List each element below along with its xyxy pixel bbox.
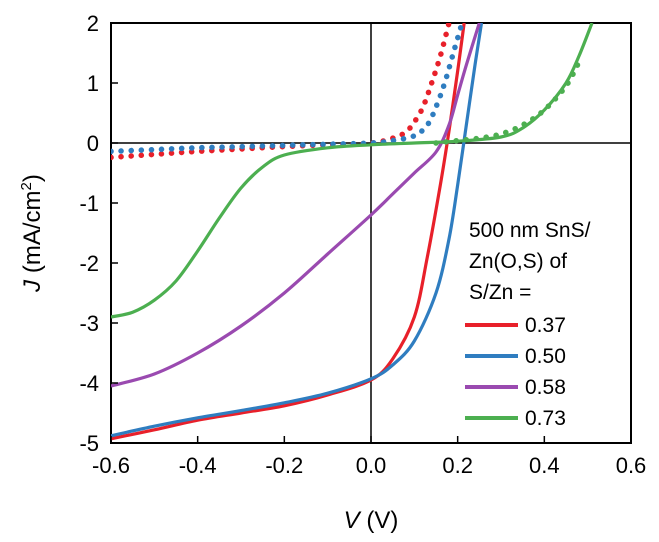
y-axis-title-unit: (mA/cm xyxy=(19,191,46,280)
x-axis-title: V (V) xyxy=(344,507,399,534)
legend-title-line-1: 500 nm SnS/ xyxy=(469,219,591,242)
y-tick-label: -5 xyxy=(79,431,99,456)
y-axis-title-superscript: 2 xyxy=(18,182,35,190)
x-tick-label: 0.0 xyxy=(356,453,387,478)
dark-curve-0.50 xyxy=(111,23,465,155)
plot-area: -0.6 -0.4 -0.2 0.0 0.2 0.4 0.6 -5 -4 -3 -2 -1 0 1 2 xyxy=(79,11,646,478)
x-tick-label: 0.4 xyxy=(529,453,560,478)
legend-label: 0.37 xyxy=(525,314,566,337)
y-tick-label: 0 xyxy=(87,131,99,156)
legend-label: 0.50 xyxy=(525,345,566,368)
y-tick-label: -4 xyxy=(79,371,99,396)
legend-label: 0.73 xyxy=(525,407,566,430)
y-tick-label: 1 xyxy=(87,71,99,96)
y-axis-title: J (mA/cm2) xyxy=(18,174,46,293)
legend-title-line-3: S/Zn = xyxy=(469,281,531,304)
tick-layer: -0.6 -0.4 -0.2 0.0 0.2 0.4 0.6 -5 -4 -3 -2 -1 0 1 2 xyxy=(79,11,646,478)
legend-label: 0.58 xyxy=(525,376,566,399)
x-tick-label: -0.2 xyxy=(265,453,303,478)
series-layer xyxy=(111,23,594,441)
svg-text:J (mA/cm2): J (mA/cm2) xyxy=(18,174,46,293)
legend: 500 nm SnS/ Zn(O,S) of S/Zn = 0.370.500.… xyxy=(465,219,591,430)
y-axis-title-unit-close: ) xyxy=(19,174,46,182)
svg-text:V (V): V (V) xyxy=(344,507,399,534)
x-tick-label: 0.2 xyxy=(442,453,473,478)
y-axis-title-symbol: J xyxy=(19,279,46,293)
legend-entries: 0.37 0.50 0.58 0.73 xyxy=(465,314,566,430)
y-tick-label: -3 xyxy=(79,311,99,336)
x-axis-title-unit: (V) xyxy=(360,507,399,534)
light-curve-0.73 xyxy=(111,23,594,319)
light-curve-0.37 xyxy=(111,23,466,441)
y-tick-label: -1 xyxy=(79,191,99,216)
light-curve-0.58 xyxy=(111,23,481,388)
x-tick-label: 0.6 xyxy=(616,453,647,478)
x-tick-label: -0.4 xyxy=(179,453,217,478)
x-axis-title-symbol: V xyxy=(344,507,362,534)
y-tick-label: 2 xyxy=(87,11,99,36)
x-tick-label: -0.6 xyxy=(92,453,130,478)
dark-curve-0.37 xyxy=(111,23,452,161)
legend-title-line-2: Zn(O,S) of xyxy=(469,250,567,273)
light-curve-0.50 xyxy=(111,23,484,438)
clipped-series xyxy=(111,23,594,441)
y-tick-label: -2 xyxy=(79,251,99,276)
